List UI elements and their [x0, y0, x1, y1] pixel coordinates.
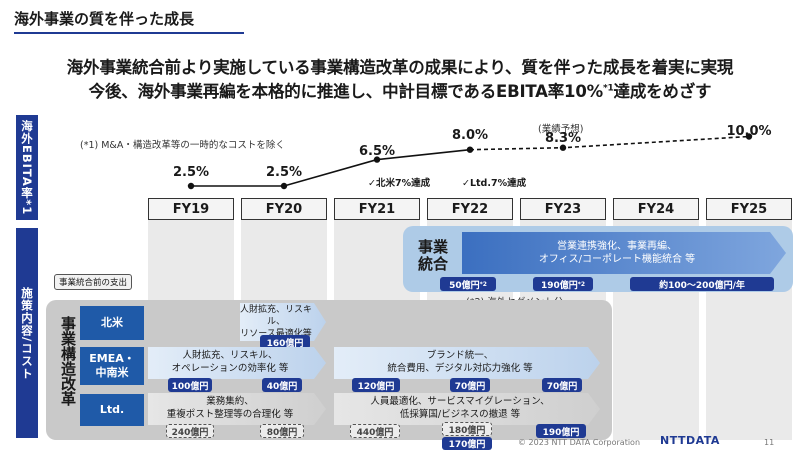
fy-header-fy19: FY19 [148, 198, 234, 220]
ebita-value-fy20: 2.5% [265, 165, 303, 180]
row-label-north-america: 北米 [80, 306, 144, 340]
ebita-value-fy23: 8.3% [544, 131, 582, 146]
integration-cost-fy24-25: 約100～200億円/年 [630, 277, 774, 291]
integration-cost-fy22-value: 50億円 [449, 280, 480, 291]
emea-arrow-fy21-23: ブランド統一、 統合費用、デジタル対応力強化 等 [334, 347, 600, 379]
ebita-note: (*1) M&A・構造改革等の一時的なコストを除く [80, 140, 285, 151]
footer-logo: NTTDATA [660, 434, 720, 447]
ebita-value-fy22: 8.0% [451, 128, 489, 143]
ebita-point-fy22 [466, 146, 474, 153]
ebita-point-fy25 [745, 133, 753, 140]
integration-arrow: 営業連携強化、事業再編、 オフィス/コーポレート機能統合 等 [462, 232, 786, 274]
integration-cost-fy23-mark: *2 [577, 280, 586, 288]
ebita-value-fy21: 6.5% [358, 144, 396, 159]
ltd-cost-fy22-b: 170億円 [442, 437, 492, 450]
forecast-label: (業績予想) [538, 124, 584, 135]
ltd-cost-fy23: 190億円 [536, 424, 586, 438]
title-underline [14, 32, 244, 34]
emea-cost-fy19: 100億円 [168, 378, 212, 392]
headline-line-1: 海外事業統合前より実施している事業構造改革の成果により、質を伴った成長を着実に実… [66, 58, 734, 77]
headline-line-2-tail: 達成をめざす [613, 82, 712, 101]
annotation-north-america: ✓北米7%達成 [368, 178, 431, 189]
ebita-line-actual [191, 148, 471, 187]
ltd-cost-fy22-a: 180億円 [442, 422, 492, 436]
sidebar-measures-label: 施策内容/コスト [16, 228, 38, 438]
ltd-cost-fy19: 240億円 [166, 424, 214, 438]
ebita-value-fy19: 2.5% [172, 165, 210, 180]
fy-header-fy22: FY22 [427, 198, 513, 220]
emea-cost-fy23: 70億円 [542, 378, 582, 392]
ebita-line-forecast [469, 135, 750, 151]
emea-cost-fy22: 70億円 [450, 378, 490, 392]
ebita-value-fy25: 10.0% [726, 124, 772, 139]
na-cost-fy20: 160億円 [260, 335, 310, 349]
integration-label: 事業 統合 [417, 238, 448, 274]
emea-cost-fy20: 40億円 [262, 378, 302, 392]
emea-cost-fy21: 120億円 [352, 378, 400, 392]
integration-cost-fy22-mark: *2 [479, 280, 487, 288]
row-label-ltd: Ltd. [80, 394, 144, 426]
ltd-cost-fy20: 80億円 [260, 424, 304, 438]
footer-page-number: 11 [764, 438, 775, 447]
ebita-point-fy21 [373, 156, 381, 163]
headline-footnote-mark: *1 [602, 83, 614, 94]
row-label-emea: EMEA・ 中南米 [80, 347, 144, 385]
integration-cost-fy23-value: 190億円 [540, 280, 578, 291]
page-title: 海外事業の質を伴った成長 [14, 10, 195, 28]
ltd-cost-fy21: 440億円 [350, 424, 400, 438]
annotation-ltd: ✓Ltd.7%達成 [462, 178, 527, 189]
fy-header-fy20: FY20 [241, 198, 327, 220]
fy-header-fy24: FY24 [613, 198, 699, 220]
emea-arrow-fy19-20: 人財拡充、リスキル、 オペレーションの効率化 等 [148, 347, 326, 379]
ebita-point-fy23 [559, 144, 567, 151]
fy-header-fy21: FY21 [334, 198, 420, 220]
restructuring-label: 事業構造改革 [59, 316, 77, 406]
na-arrow: 人財拡充、リスキル、 リソース最適化等 [240, 303, 326, 341]
footer-copyright: © 2023 NTT DATA Corporation [518, 438, 641, 447]
headline-line-2: 今後、海外事業再編を本格的に推進し、中計目標であるEBITA率10%*1達成をめ… [0, 78, 800, 102]
fy-header-fy25: FY25 [706, 198, 792, 220]
integration-cost-fy22: 50億円 *2 [440, 277, 496, 291]
ebita-point-fy20 [280, 182, 288, 190]
headline-line-2-main: 今後、海外事業再編を本格的に推進し、中計目標であるEBITA率10% [88, 82, 603, 101]
integration-cost-fy23: 190億円 *2 [533, 277, 593, 291]
sidebar-ebita-label: 海外EBITA率*1 [16, 115, 38, 220]
ebita-point-fy19 [187, 182, 195, 190]
pre-integration-tag: 事業統合前の支出 [54, 274, 133, 290]
ebita-line-chart [187, 133, 753, 190]
ltd-arrow-fy19-20: 業務集約、 重複ポスト整理等の合理化 等 [148, 393, 326, 425]
fy-header-fy23: FY23 [520, 198, 606, 220]
ltd-arrow-fy21-23: 人員最適化、サービスマイグレーション、 低採算国/ビジネスの撤退 等 [334, 393, 600, 425]
